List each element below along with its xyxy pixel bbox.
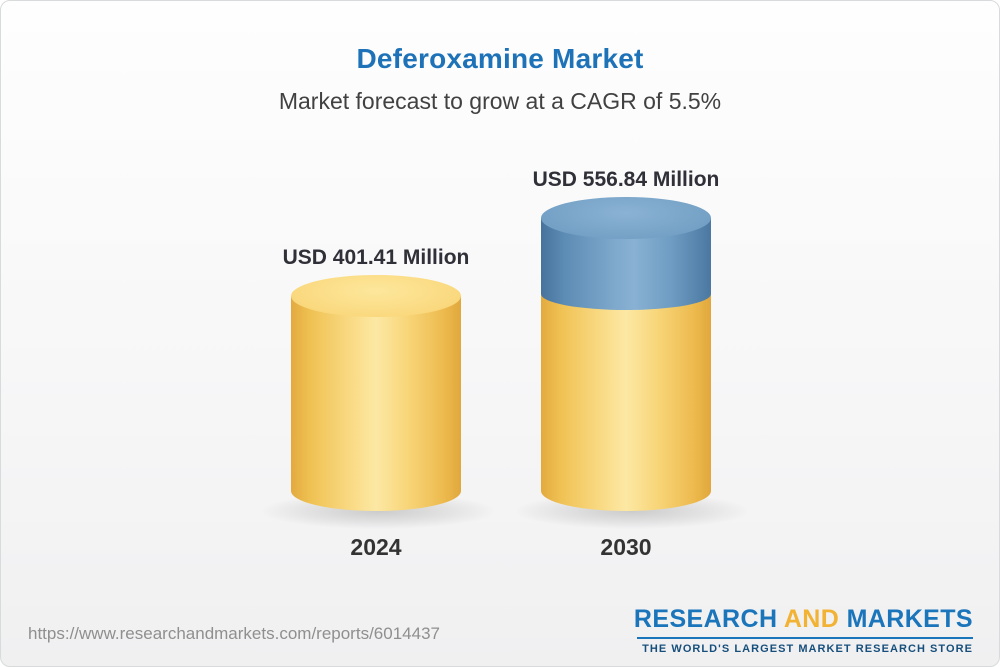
value-label-2024: USD 401.41 Million bbox=[282, 246, 470, 269]
chart-subtitle: Market forecast to grow at a CAGR of 5.5… bbox=[278, 88, 722, 114]
logo-word-research: RESEARCH bbox=[633, 605, 778, 633]
category-label-2024: 2024 bbox=[350, 534, 402, 560]
cylinder-body-base-2030 bbox=[541, 294, 711, 511]
cylinder-body-2024 bbox=[291, 296, 461, 511]
cylinder-cap-2024 bbox=[291, 275, 461, 317]
logo-word-and: AND bbox=[783, 605, 840, 633]
chart-title: Deferoxamine Market bbox=[356, 43, 644, 74]
category-label-2030: 2030 bbox=[600, 534, 652, 560]
research-and-markets-logo: RESEARCH AND MARKETS THE WORLD'S LARGEST… bbox=[634, 605, 973, 655]
logo-rule bbox=[637, 637, 973, 639]
logo-tagline: THE WORLD'S LARGEST MARKET RESEARCH STOR… bbox=[642, 643, 973, 655]
bar-cylinder-2030 bbox=[541, 197, 711, 511]
source-url: https://www.researchandmarkets.com/repor… bbox=[28, 624, 440, 643]
logo-wordmark: RESEARCH AND MARKETS bbox=[634, 605, 973, 634]
cylinder-cap-2030 bbox=[541, 197, 711, 239]
value-label-2030: USD 556.84 Million bbox=[532, 168, 720, 191]
logo-word-markets: MARKETS bbox=[846, 605, 973, 633]
bar-cylinder-2024 bbox=[291, 275, 461, 511]
